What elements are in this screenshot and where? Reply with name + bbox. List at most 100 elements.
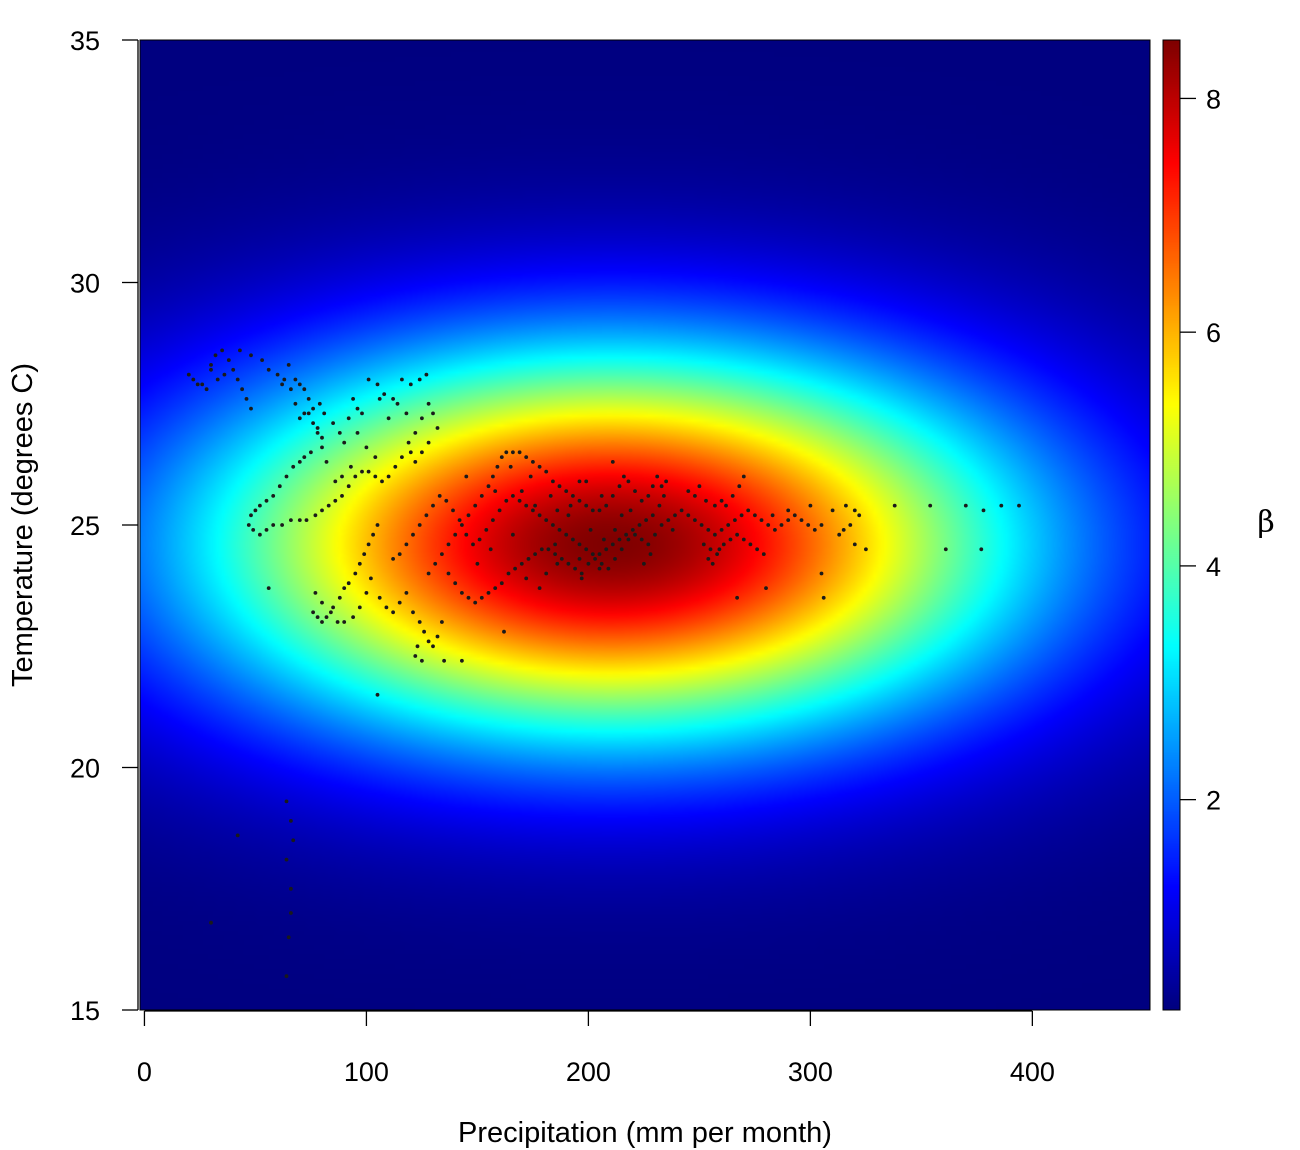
data-point [792, 513, 797, 518]
data-point [351, 397, 355, 401]
data-point [610, 542, 615, 547]
data-point [597, 552, 602, 556]
data-point [226, 358, 231, 362]
data-point [353, 474, 358, 479]
data-point [364, 445, 369, 450]
data-point [786, 508, 791, 513]
data-point [369, 576, 373, 581]
data-point [220, 348, 225, 353]
data-point [306, 411, 311, 416]
data-point [739, 513, 744, 518]
data-point [491, 518, 495, 522]
data-point [963, 503, 968, 508]
data-point [297, 518, 302, 522]
data-point [499, 455, 504, 459]
data-point [1017, 503, 1021, 508]
data-point [577, 498, 582, 503]
data-point [564, 532, 569, 537]
data-point [735, 595, 739, 600]
data-point [324, 615, 329, 619]
data-point [362, 552, 367, 556]
data-point [235, 377, 240, 382]
data-point [417, 377, 422, 382]
data-point [599, 494, 604, 498]
data-point [724, 503, 728, 508]
data-point [222, 372, 227, 377]
data-point [555, 508, 560, 513]
data-point [584, 547, 589, 552]
data-point [519, 561, 524, 566]
data-point [479, 595, 484, 600]
data-point [491, 474, 495, 479]
data-point [741, 474, 746, 479]
data-point [511, 532, 515, 537]
data-point [313, 591, 318, 595]
colorbar-title: β [1257, 505, 1274, 540]
data-point [537, 513, 542, 518]
x-axis-title: Precipitation (mm per month) [458, 1117, 832, 1149]
data-point [706, 528, 711, 532]
data-point [766, 523, 771, 527]
data-point [533, 503, 537, 508]
data-point [864, 547, 868, 552]
data-point [291, 838, 296, 843]
data-point [519, 489, 524, 493]
data-point [857, 513, 862, 518]
data-point [619, 547, 624, 552]
data-point [693, 518, 697, 522]
data-point [493, 489, 498, 493]
data-point [544, 469, 549, 474]
data-point [715, 552, 719, 556]
data-point [557, 528, 562, 532]
data-point [475, 561, 480, 566]
data-point [597, 508, 602, 513]
data-point [464, 532, 469, 537]
data-point [584, 479, 589, 484]
data-point [613, 557, 617, 561]
data-point [770, 513, 775, 518]
data-point [366, 542, 371, 547]
data-point [253, 508, 258, 513]
data-point [289, 387, 293, 392]
data-point [346, 416, 351, 421]
data-point [249, 406, 253, 411]
data-point [517, 498, 522, 503]
data-point [391, 557, 395, 561]
data-point [650, 513, 655, 518]
data-point [508, 464, 513, 469]
data-point [391, 610, 395, 615]
data-point [391, 397, 395, 401]
data-point [892, 503, 897, 508]
data-point [304, 518, 309, 522]
data-point [191, 377, 196, 382]
data-point [395, 401, 400, 406]
data-point [333, 479, 338, 484]
data-point [819, 571, 824, 576]
data-point [384, 605, 389, 610]
data-point [701, 542, 706, 547]
data-point [473, 503, 478, 508]
data-point [928, 503, 933, 508]
data-point [320, 445, 324, 450]
data-point [531, 508, 535, 513]
data-point [355, 431, 360, 435]
data-point [506, 571, 511, 576]
data-point [524, 576, 529, 581]
data-point [639, 537, 644, 542]
data-point [746, 508, 751, 513]
data-point [337, 595, 342, 600]
data-point [453, 532, 458, 537]
data-point [670, 528, 675, 532]
data-point [382, 392, 387, 396]
data-point [289, 886, 293, 891]
data-point [764, 586, 768, 590]
data-point [706, 557, 711, 561]
data-point [604, 547, 609, 552]
data-point [353, 571, 358, 576]
data-point [497, 508, 502, 513]
data-point [533, 552, 537, 556]
data-point [413, 460, 418, 464]
data-point [293, 401, 298, 406]
data-point [420, 416, 424, 421]
data-point [553, 552, 557, 556]
